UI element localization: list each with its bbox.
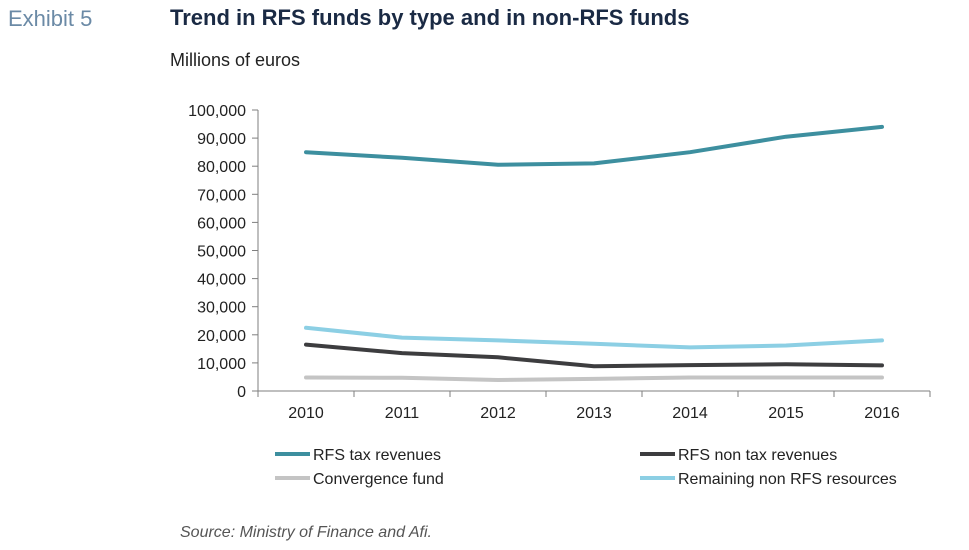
line-chart: 0 10,000 20,000 30,000 40,000 50,000 60,000 70,… [188, 103, 931, 488]
y-tick-label: 80,000 [197, 159, 246, 176]
y-tick-label: 70,000 [197, 187, 246, 204]
legend-label: RFS non tax revenues [678, 447, 837, 464]
source-note: Source: Ministry of Finance and Afi. [180, 524, 432, 541]
legend-label: Remaining non RFS resources [678, 471, 897, 488]
exhibit-label: Exhibit 5 [8, 6, 93, 31]
x-tick-label: 2016 [864, 405, 900, 422]
y-tick-label: 60,000 [197, 215, 246, 232]
y-tick-label: 30,000 [197, 300, 246, 317]
x-tick-label: 2014 [672, 405, 708, 422]
legend-label: RFS tax revenues [313, 447, 441, 464]
y-tick-label: 40,000 [197, 272, 246, 289]
chart-title: Trend in RFS funds by type and in non-RF… [170, 5, 690, 30]
y-tick-label: 50,000 [197, 244, 246, 261]
x-tick-label: 2010 [288, 405, 324, 422]
chart-units: Millions of euros [170, 50, 301, 70]
y-tick-label: 10,000 [197, 356, 246, 373]
x-tick-label: 2013 [576, 405, 612, 422]
x-tick-label: 2012 [480, 405, 516, 422]
y-tick-label: 0 [237, 384, 246, 401]
x-tick-label: 2011 [385, 405, 420, 422]
series-line-2 [304, 342, 884, 369]
series-line-3 [304, 375, 884, 382]
series-line-1 [304, 124, 884, 167]
x-tick-label: 2015 [768, 405, 804, 422]
y-tick-label: 20,000 [197, 328, 246, 345]
y-tick-label: 90,000 [197, 131, 246, 148]
series-line-4 [304, 325, 884, 350]
legend-label: Convergence fund [313, 471, 444, 488]
y-tick-label: 100,000 [188, 103, 246, 120]
